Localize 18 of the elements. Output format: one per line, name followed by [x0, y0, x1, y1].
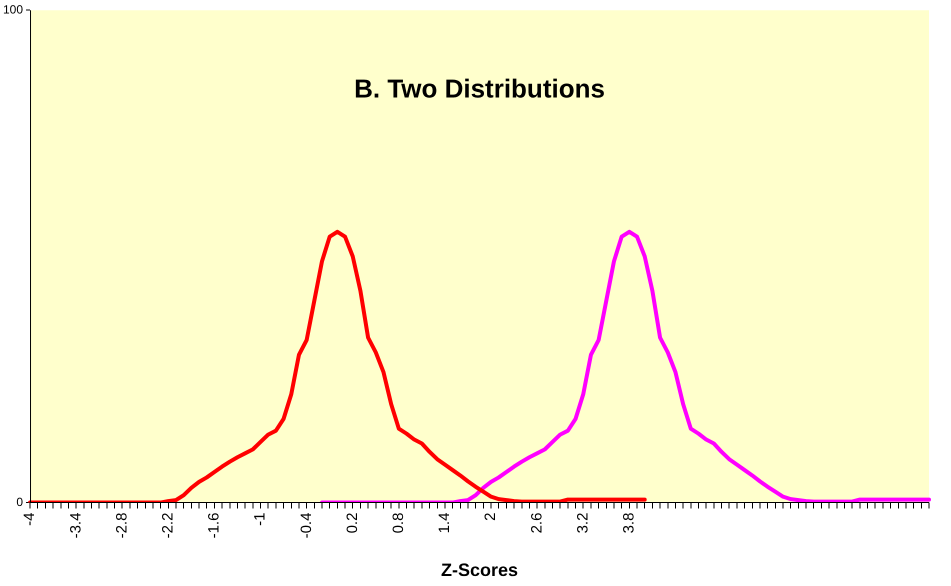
y-tick-label: 0 [16, 494, 24, 509]
x-axis-title: Z-Scores [440, 560, 518, 580]
x-tick-label: 0.2 [344, 512, 361, 534]
x-tick-label: 2 [482, 512, 500, 521]
x-tick-label: -3.4 [67, 512, 84, 538]
x-tick-label: -2.8 [113, 512, 130, 538]
x-tick-label: -0.4 [298, 512, 315, 538]
text: B. Two Distributions [354, 73, 605, 104]
y-tick-label: 100 [2, 2, 24, 17]
x-tick-label: 3.8 [620, 512, 638, 534]
x-tick-label: 2.6 [528, 512, 546, 534]
x-tick-label: -4 [21, 512, 38, 526]
x-tick-label: 0.8 [390, 512, 407, 534]
x-tick-label: 1.4 [436, 512, 454, 534]
x-tick-label: -2.2 [159, 512, 176, 538]
x-tick-label: 3.2 [574, 512, 592, 534]
x-tick-label: -1.6 [206, 512, 223, 538]
x-tick-label: -1 [252, 512, 269, 526]
